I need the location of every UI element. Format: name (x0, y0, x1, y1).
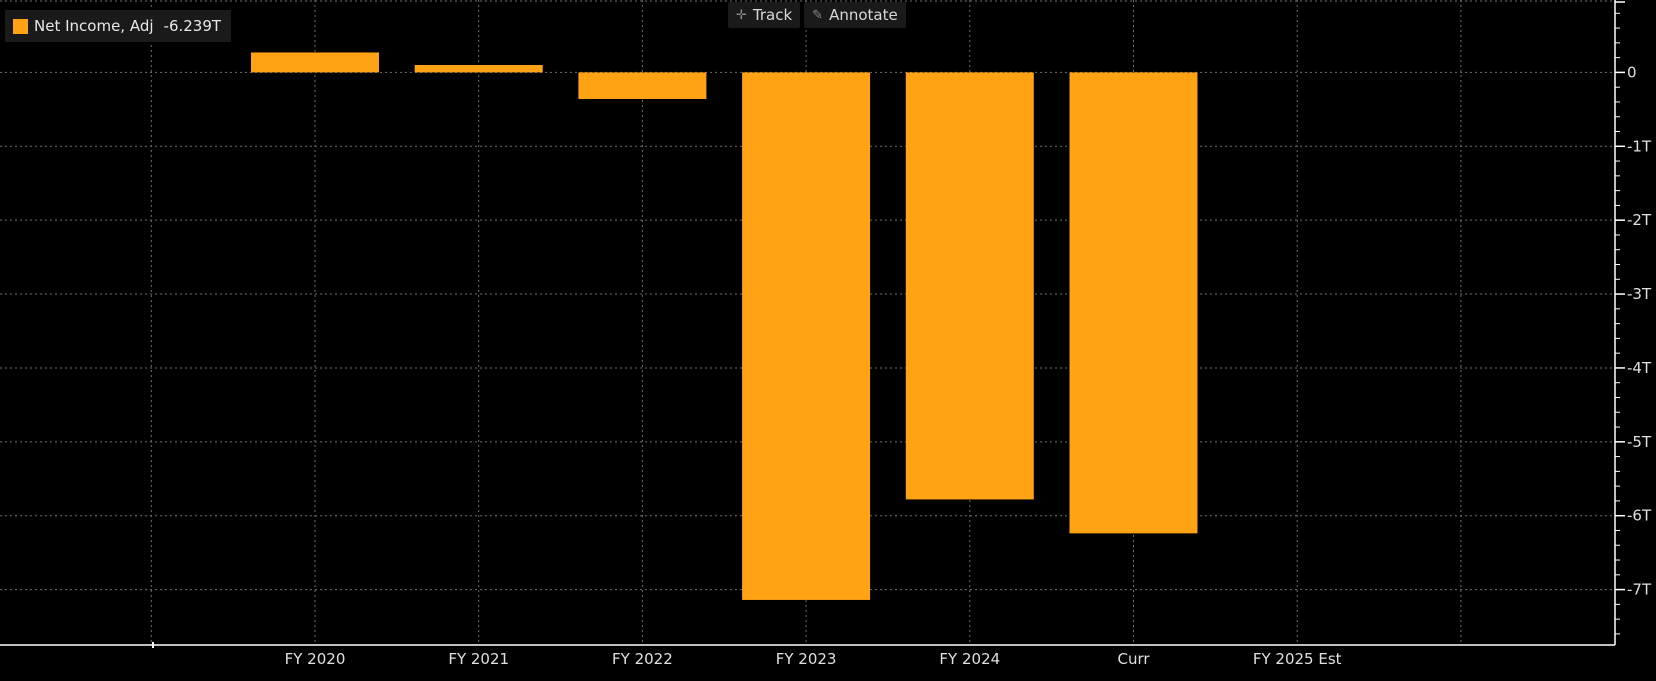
pencil-icon: ✎ (812, 7, 824, 23)
axes: 0 -1T -2T -3T -4T -5T -6T -7T FY 2020 FY 2021 FY 2… (0, 0, 1652, 668)
x-tick-label: FY 2021 (448, 650, 509, 668)
legend-swatch (13, 18, 28, 34)
x-tick-label: FY 2024 (939, 650, 1000, 668)
bar-series (251, 52, 1198, 600)
bar-curr (1069, 72, 1198, 534)
bar-fy-2020 (251, 52, 379, 73)
legend-series-label: Net Income, Adj (34, 17, 154, 35)
grid-lines (0, 0, 1615, 645)
annotate-button-label: Annotate (829, 6, 898, 24)
y-tick-label: 0 (1627, 63, 1637, 81)
bar-fy-2023 (742, 72, 871, 600)
y-tick-label: -3T (1627, 285, 1652, 303)
bar-fy-2022 (578, 72, 707, 100)
y-tick-label: -7T (1627, 581, 1652, 599)
x-tick-label: FY 2020 (285, 650, 346, 668)
bar-fy-2021 (414, 65, 543, 73)
y-tick-label: -6T (1627, 507, 1652, 525)
track-button-label: Track (752, 6, 793, 24)
crosshair-icon: ✛ (736, 7, 747, 23)
legend[interactable]: Net Income, Adj -6.239T (5, 10, 232, 42)
y-tick-label: -5T (1627, 433, 1652, 451)
bar-fy-2024 (905, 72, 1034, 500)
track-button[interactable]: ✛ Track (728, 2, 801, 28)
annotate-button[interactable]: ✎ Annotate (804, 2, 906, 28)
x-tick-label: FY 2025 Est (1253, 650, 1342, 668)
x-tick-label: FY 2022 (612, 650, 673, 668)
chart-toolbar: ✛ Track ✎ Annotate (728, 2, 906, 28)
legend-latest-value: -6.239T (163, 17, 222, 35)
y-tick-label: -1T (1627, 137, 1652, 155)
x-tick-label: Curr (1117, 650, 1150, 668)
y-tick-label: -2T (1627, 211, 1652, 229)
x-tick-label: FY 2023 (776, 650, 837, 668)
y-tick-label: -4T (1627, 359, 1652, 377)
